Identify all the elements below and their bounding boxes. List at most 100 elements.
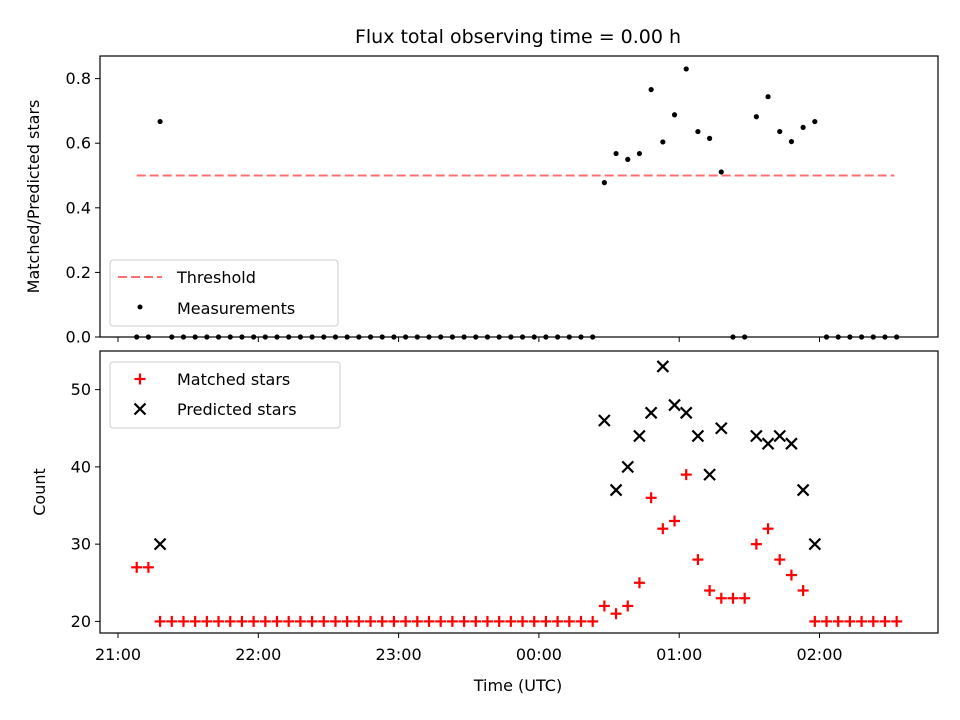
matched-star-point: [481, 615, 493, 627]
measurement-point: [695, 128, 701, 135]
measurement-point: [648, 86, 654, 93]
predicted-star-point: [785, 437, 798, 450]
matched-star-point: [376, 615, 388, 627]
predicted-stars-series: [153, 360, 822, 551]
matched-star-point: [645, 492, 657, 504]
top-y-axis-label: Matched/Predicted stars: [24, 100, 43, 294]
matched-star-point: [809, 615, 821, 627]
predicted-star-point: [715, 421, 728, 435]
predicted-star-point-b: [691, 429, 705, 443]
predicted-star-point-b: [703, 468, 716, 481]
matched-star-point: [750, 538, 762, 550]
bottom-y-tick-label: 30: [71, 535, 91, 554]
predicted-star-point-b: [796, 483, 810, 497]
predicted-star-point: [656, 360, 670, 373]
top-y-tick-label: 0.6: [66, 134, 91, 153]
matched-star-point: [283, 615, 295, 627]
measurement-point: [157, 118, 163, 125]
predicted-star-point-b: [785, 437, 798, 450]
predicted-star-point: [679, 406, 693, 420]
predicted-star-point-b: [679, 406, 693, 420]
matched-star-point: [458, 615, 470, 627]
matched-star-point: [669, 515, 681, 527]
matched-star-point: [891, 615, 903, 627]
top-axes: 0.00.20.40.60.8 Matched/Predicted stars …: [24, 55, 939, 347]
measurements-legend-label: Measurements: [177, 299, 295, 318]
measurement-point: [777, 128, 783, 135]
matched-star-point: [213, 615, 225, 627]
measurements-legend-swatch: [137, 304, 143, 310]
matched-star-point: [715, 592, 727, 604]
x-tick-label: 21:00: [95, 645, 141, 664]
matched-star-point: [131, 561, 143, 573]
predicted-star-point-b: [621, 460, 635, 474]
measurement-point: [683, 66, 689, 72]
predicted-star-point-b: [609, 483, 623, 497]
matched-star-point: [867, 615, 879, 627]
matched-star-point: [528, 615, 540, 627]
top-y-ticks: 0.0 0.2 0.4 0.6 0.8: [66, 69, 100, 347]
matched-star-point: [411, 615, 423, 627]
top-legend: Threshold Measurements: [109, 259, 339, 327]
matched-star-point: [259, 615, 271, 627]
predicted-star-point: [773, 429, 787, 443]
predicted-star-point-b: [773, 429, 787, 443]
predicted-star-point-b: [633, 429, 646, 443]
predicted-star-point-b: [644, 406, 658, 420]
matched-star-point: [318, 615, 330, 627]
measurement-point: [636, 150, 643, 157]
measurement-point: [718, 169, 724, 175]
matched-star-point: [470, 615, 482, 627]
predicted-star-point: [644, 406, 658, 420]
measurement-point: [753, 114, 759, 120]
bottom-legend: Matched stars Predicted stars: [109, 361, 341, 429]
matched-star-point: [446, 615, 458, 627]
bottom-y-axis-label: Count: [30, 468, 49, 516]
top-y-tick-label: 0.4: [66, 198, 91, 217]
predicted-star-point-b: [715, 421, 728, 435]
top-y-tick-label: 0.2: [66, 263, 91, 282]
top-x-ticks: [117, 337, 820, 342]
matched-star-point: [692, 554, 704, 566]
matched-star-point: [388, 615, 400, 627]
bottom-y-tick-label: 40: [71, 457, 91, 476]
matched-star-point: [189, 615, 201, 627]
top-chart-title: Flux total observing time = 0.00 h: [355, 26, 681, 48]
matched-star-point: [271, 615, 283, 627]
predicted-star-point-b: [761, 437, 775, 450]
predicted-star-point-b: [153, 537, 167, 551]
matched-star-point: [166, 615, 178, 627]
matched-star-point: [142, 561, 154, 573]
measurement-point: [800, 124, 806, 130]
matched-legend-marker: [134, 373, 146, 385]
matched-star-point: [610, 608, 622, 620]
matched-star-point: [762, 523, 774, 535]
x-tick-label: 02:00: [796, 645, 842, 664]
measurement-point: [601, 180, 607, 186]
bottom-y-tick-label: 20: [71, 612, 91, 631]
matched-star-point: [540, 615, 552, 627]
predicted-star-point: [761, 437, 775, 450]
matched-star-point: [294, 615, 306, 627]
matched-star-point: [493, 615, 505, 627]
matched-star-point: [248, 615, 260, 627]
predicted-star-point-b: [808, 537, 822, 551]
predicted-star-point: [598, 414, 611, 427]
bottom-x-ticks: 21:00 22:00 23:00 00:00 01:00 02:00: [95, 633, 843, 664]
matched-star-point: [680, 469, 692, 481]
predicted-star-point: [621, 460, 635, 474]
predicted-star-point-b: [598, 414, 611, 427]
matched-star-point: [622, 600, 634, 612]
x-tick-label: 00:00: [516, 645, 562, 664]
bottom-y-ticks: 20 30 40 50: [71, 380, 100, 631]
matched-star-point: [844, 615, 856, 627]
predicted-star-point-b: [750, 429, 763, 443]
predicted-stars-legend-label: Predicted stars: [177, 400, 297, 419]
measurement-point: [613, 150, 619, 157]
matched-star-point: [435, 615, 447, 627]
matched-star-point: [587, 615, 599, 627]
x-tick-label: 22:00: [235, 645, 281, 664]
matched-star-point: [774, 554, 786, 566]
